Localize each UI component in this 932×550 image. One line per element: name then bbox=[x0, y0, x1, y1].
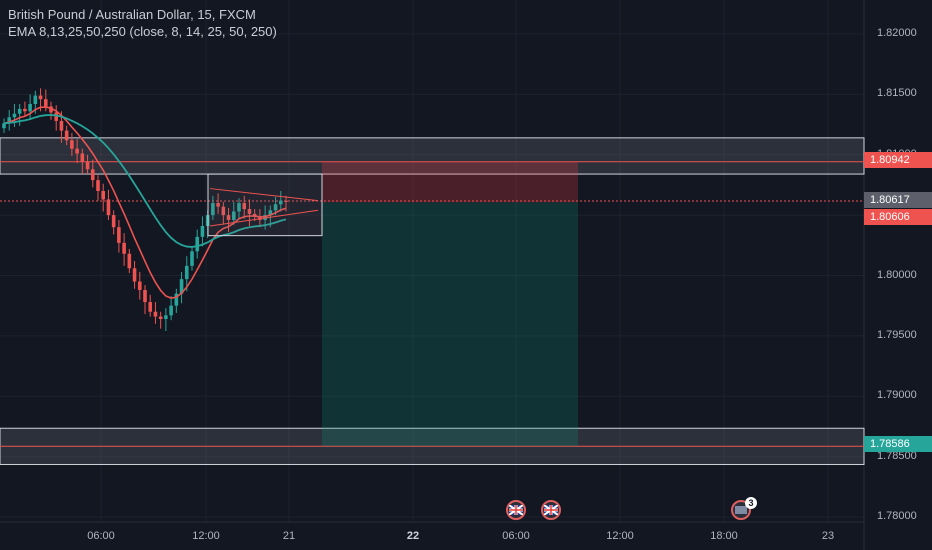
candle-body bbox=[273, 204, 278, 211]
candle-body bbox=[117, 227, 121, 243]
candle-body bbox=[169, 305, 173, 316]
candle-body bbox=[101, 190, 106, 200]
candle-body bbox=[54, 112, 59, 121]
candle-body bbox=[111, 215, 116, 228]
price-tick-label: 1.79500 bbox=[877, 328, 917, 341]
candle-body bbox=[38, 95, 43, 100]
candle-body bbox=[184, 265, 189, 280]
time-tick-label: 12:00 bbox=[192, 530, 220, 542]
candle-body bbox=[237, 203, 241, 212]
candle-body bbox=[226, 215, 231, 220]
candle-body bbox=[12, 113, 17, 118]
candle-body bbox=[96, 180, 100, 191]
candle-body bbox=[258, 216, 262, 220]
candle-body bbox=[148, 302, 153, 312]
candle-body bbox=[28, 104, 32, 112]
price-tick-label: 1.78500 bbox=[877, 449, 917, 462]
uk-flag-icon[interactable] bbox=[506, 500, 526, 520]
symbol-title: British Pound / Australian Dollar, 15, F… bbox=[8, 7, 256, 22]
candle-body bbox=[211, 203, 215, 216]
candle-body bbox=[195, 236, 200, 252]
candle-body bbox=[278, 200, 283, 205]
price-tag-entry: 1.80606 bbox=[864, 209, 932, 225]
candle-body bbox=[137, 281, 142, 290]
candle-body bbox=[252, 213, 257, 217]
candle-body bbox=[90, 169, 95, 181]
triangle-upper-line bbox=[209, 188, 319, 202]
candle-body bbox=[216, 203, 220, 207]
time-tick-label: 06:00 bbox=[502, 530, 530, 542]
candle-body bbox=[33, 95, 38, 105]
time-tick-label: 12:00 bbox=[606, 530, 634, 542]
candle-body bbox=[7, 117, 12, 124]
candle-body bbox=[2, 123, 6, 129]
candle-body bbox=[221, 206, 226, 216]
candle-body bbox=[132, 268, 137, 282]
candle-body bbox=[231, 211, 236, 220]
candle-body bbox=[143, 289, 147, 303]
candle-body bbox=[158, 316, 163, 319]
take-profit-zone bbox=[322, 202, 578, 447]
uk-flag-icon[interactable] bbox=[541, 500, 561, 520]
indicator-legend: EMA 8,13,25,50,250 (close, 8, 14, 25, 50… bbox=[8, 24, 277, 39]
candle-body bbox=[43, 99, 48, 107]
time-tick-label: 21 bbox=[282, 530, 296, 542]
candle-body bbox=[164, 315, 168, 319]
pattern-box bbox=[207, 173, 323, 237]
candle-body bbox=[174, 293, 179, 306]
triangle-lower-line bbox=[209, 209, 319, 227]
candle-body bbox=[153, 311, 158, 317]
resistance-zone bbox=[0, 137, 865, 175]
price-tag-target: 1.78586 bbox=[864, 436, 932, 452]
candle-body bbox=[190, 251, 194, 266]
price-tick-label: 1.81500 bbox=[877, 87, 917, 100]
candle-body bbox=[127, 253, 132, 269]
chart-header: British Pound / Australian Dollar, 15, F… bbox=[8, 6, 277, 40]
candle-body bbox=[64, 130, 69, 141]
candle-body bbox=[179, 279, 184, 294]
price-tick-label: 1.79000 bbox=[877, 389, 917, 402]
ema-fast-line bbox=[3, 106, 287, 299]
price-tick-label: 1.78000 bbox=[877, 510, 917, 522]
price-tag-current: 1.80617 bbox=[864, 192, 932, 208]
candle-body bbox=[49, 106, 53, 113]
candle-body bbox=[122, 242, 126, 254]
time-tick-label: 23 bbox=[821, 530, 835, 542]
candle-body bbox=[284, 200, 288, 202]
candle-body bbox=[75, 148, 79, 154]
price-tag-resistance: 1.80942 bbox=[864, 152, 932, 168]
candle-body bbox=[85, 161, 90, 170]
candle-body bbox=[268, 210, 273, 216]
time-tick-label: 18:00 bbox=[710, 530, 738, 542]
candle-body bbox=[106, 199, 111, 216]
candle-body bbox=[242, 203, 247, 210]
price-tick-label: 1.82000 bbox=[877, 27, 917, 39]
candle-body bbox=[200, 225, 205, 237]
stop-loss-zone bbox=[322, 161, 578, 203]
ema-slow-line bbox=[3, 114, 287, 248]
candle-body bbox=[59, 120, 64, 131]
candle-body bbox=[23, 108, 27, 112]
price-tick-label: 1.80000 bbox=[877, 268, 917, 281]
candle-body bbox=[70, 140, 74, 149]
time-tick-label: 22 bbox=[406, 530, 420, 542]
candle-body bbox=[80, 153, 85, 162]
candle-body bbox=[247, 209, 252, 214]
time-tick-label: 06:00 bbox=[87, 530, 115, 542]
candle-body bbox=[17, 108, 22, 114]
event-count-badge: 3 bbox=[745, 497, 757, 509]
